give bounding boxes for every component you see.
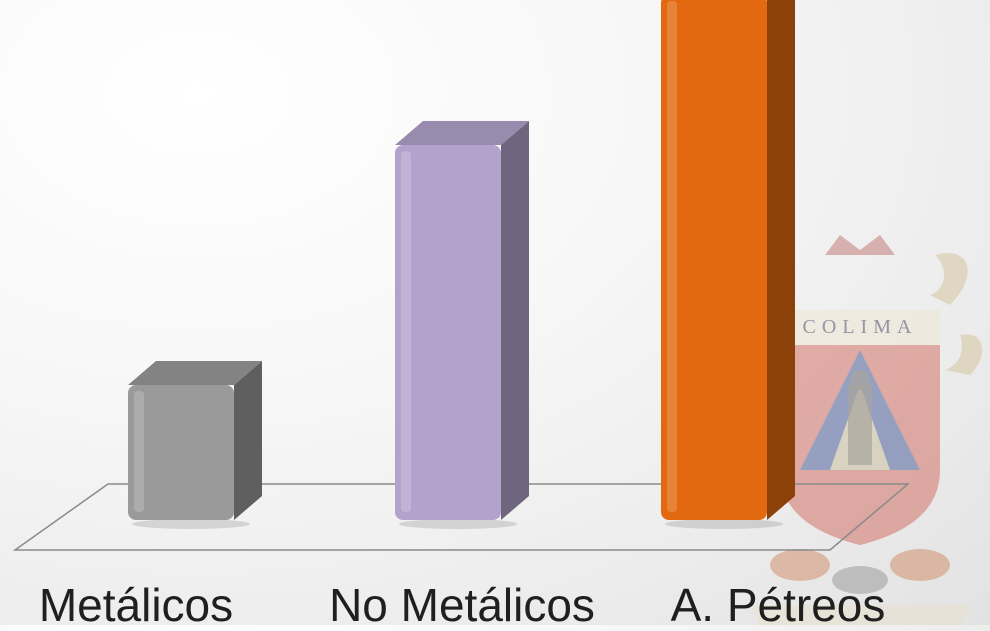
- bar-side-face: [501, 121, 529, 520]
- svg-text:COLIMA: COLIMA: [803, 316, 918, 338]
- bar-side-face: [234, 361, 262, 520]
- bar-highlight: [134, 391, 144, 512]
- bar-no-metalicos: [395, 121, 529, 529]
- bar-shadow: [132, 519, 250, 529]
- category-label-a-petreos: A. Pétreos: [670, 579, 886, 631]
- category-label-no-metalicos: No Metálicos: [329, 579, 595, 631]
- bar-front-face: [395, 145, 501, 520]
- bar-front-face: [661, 0, 767, 520]
- chart-floor: [12, 483, 911, 551]
- coat-of-arms-watermark: COLIMA: [737, 235, 983, 625]
- category-label-metalicos: Metálicos: [38, 579, 234, 631]
- bar-shadow: [399, 519, 517, 529]
- bar-highlight: [401, 151, 411, 512]
- bar-a-petreos: [661, 0, 795, 529]
- bar-top-face: [395, 121, 529, 145]
- bar-side-face: [767, 0, 795, 520]
- bar-metalicos: [128, 361, 262, 529]
- bar-top-face: [128, 361, 262, 385]
- bar-highlight: [667, 1, 677, 512]
- bar-shadow: [665, 519, 783, 529]
- bar-front-face: [128, 385, 234, 520]
